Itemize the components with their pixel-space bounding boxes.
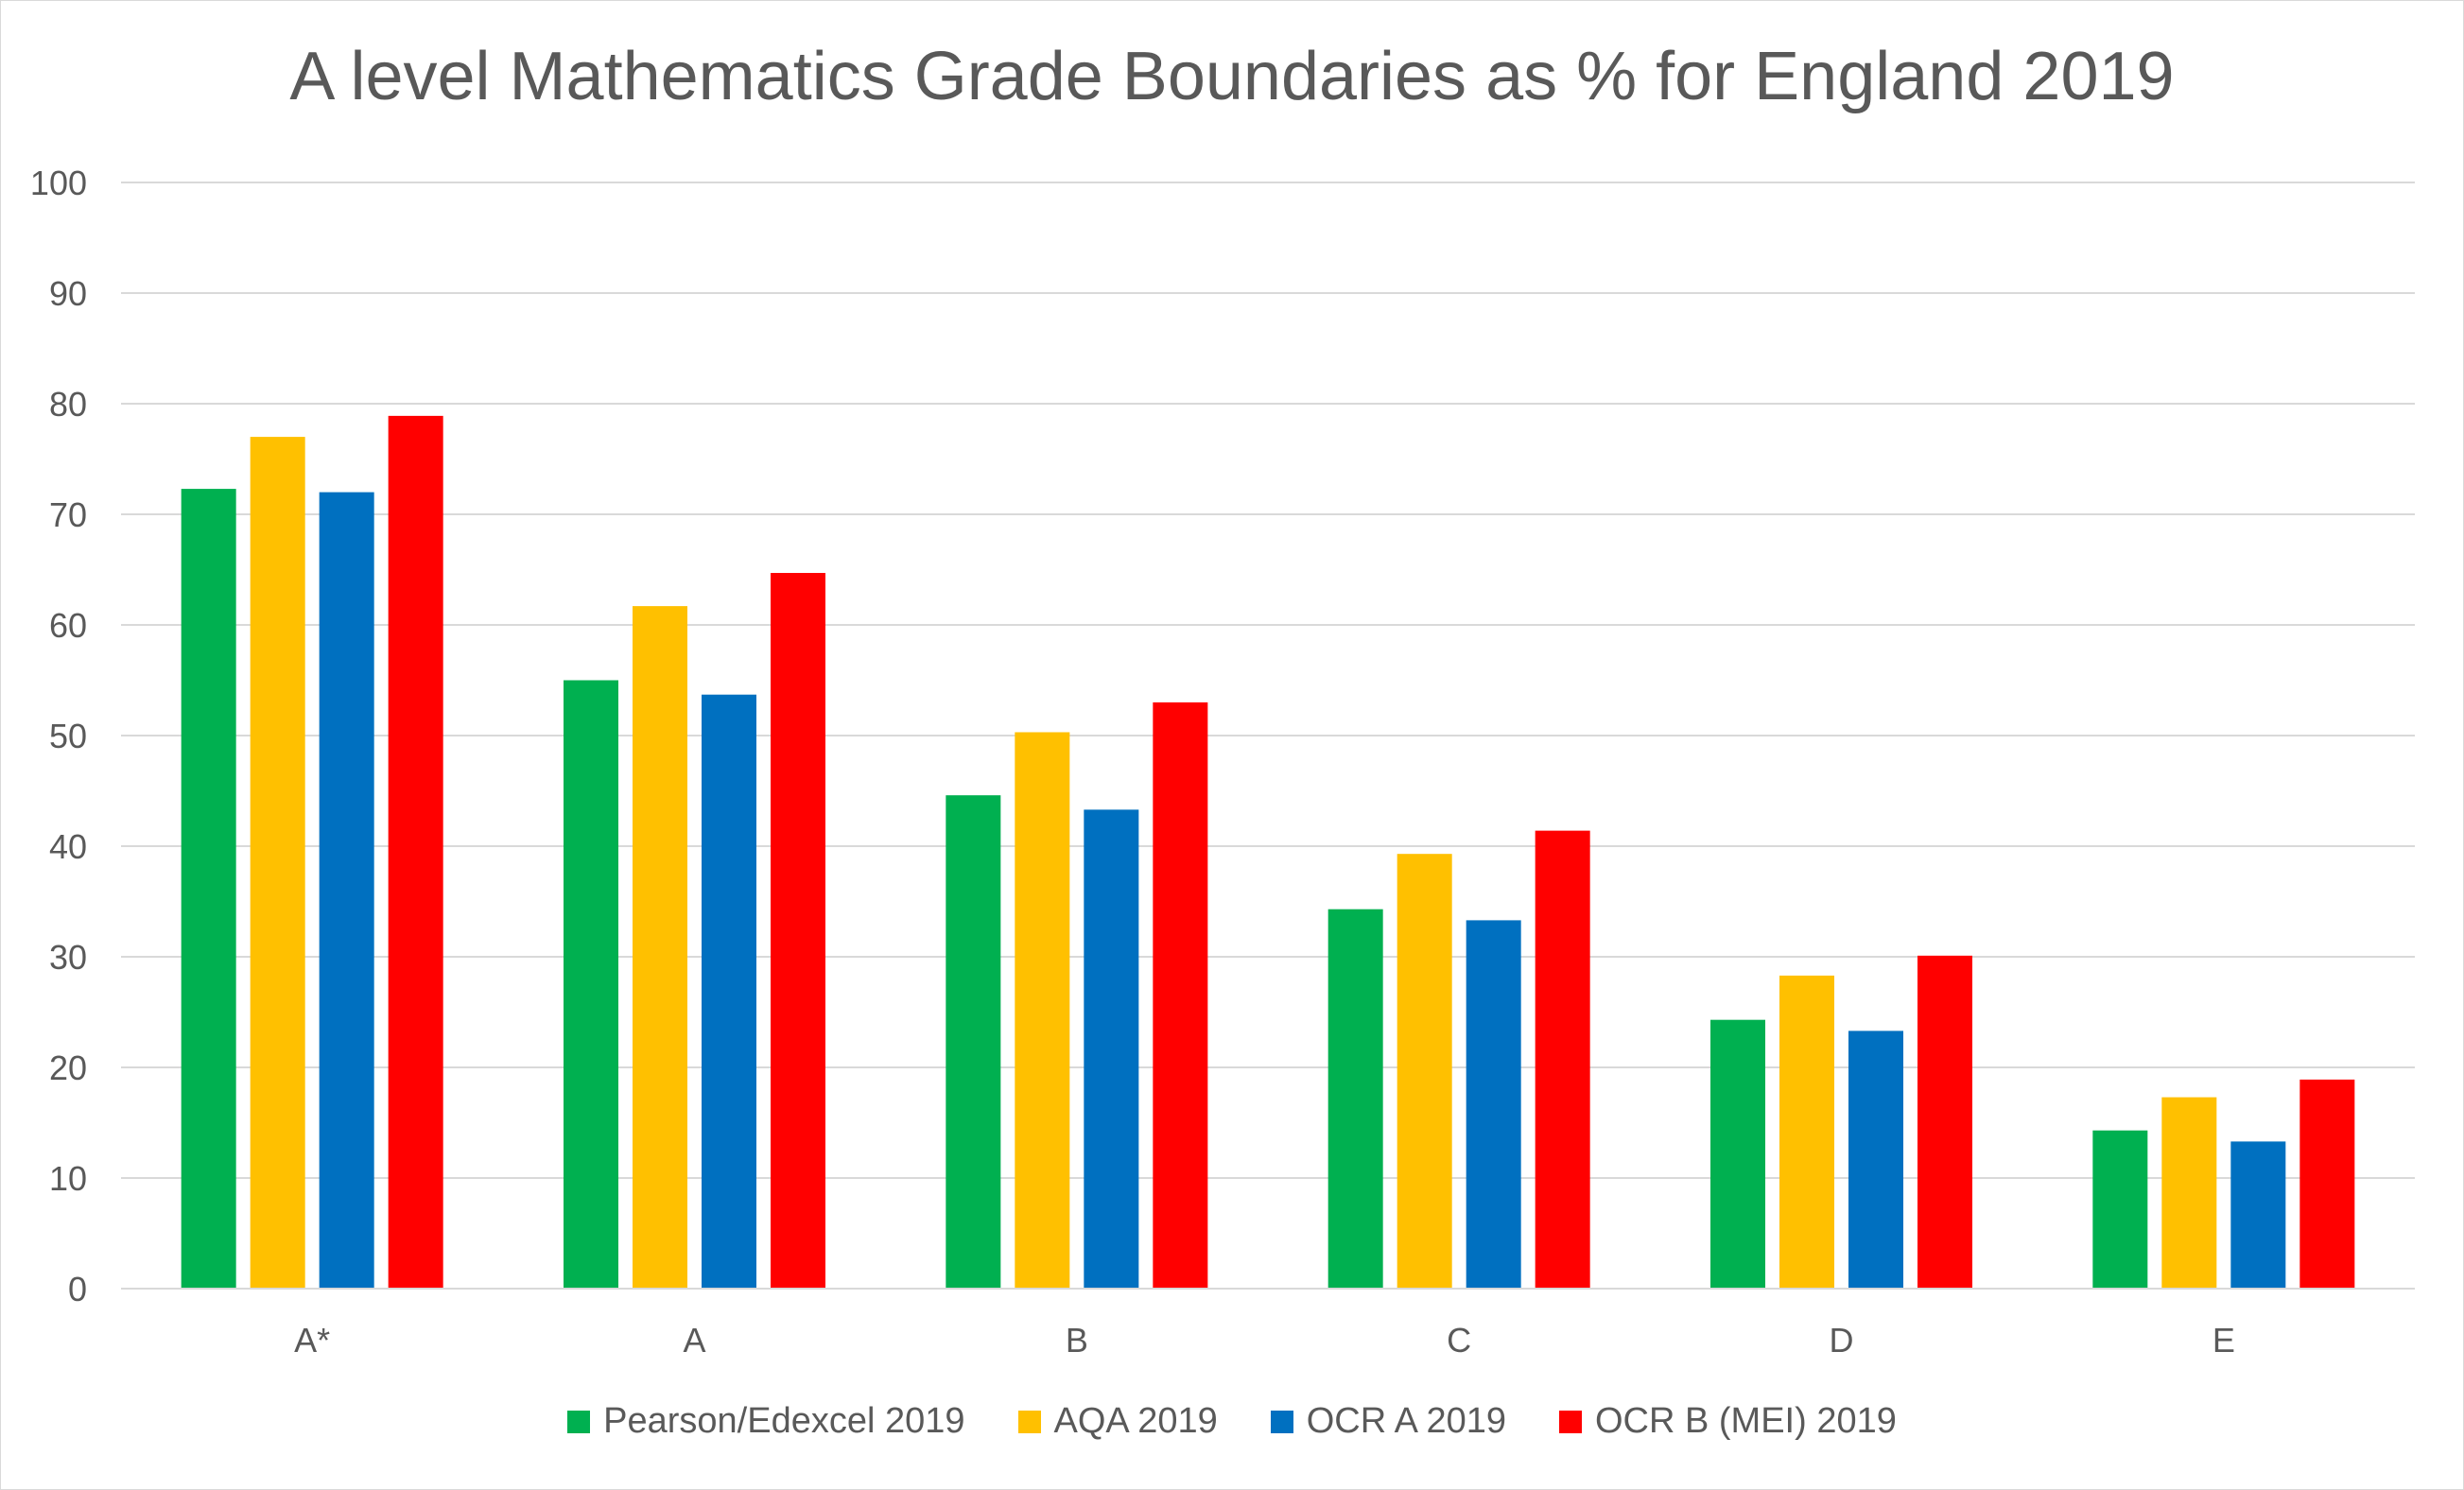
bar-ocr-a-2019-astar: [319, 492, 374, 1289]
bar-ocr-a-2019-d: [1848, 1031, 1903, 1289]
x-tick-label: E: [2212, 1321, 2235, 1360]
bar-aqa-2019-e: [2161, 1097, 2217, 1289]
y-tick-label: 70: [49, 495, 87, 534]
bar-pearson-edexcel-2019-b: [946, 795, 1001, 1289]
bar-ocr-a-2019-c: [1466, 920, 1521, 1289]
legend-item: OCR A 2019: [1270, 1401, 1506, 1442]
legend: Pearson/Edexcel 2019 AQA 2019 OCR A 2019 OC…: [0, 1401, 2464, 1442]
x-tick-label: A: [683, 1321, 705, 1360]
legend-swatch: [567, 1410, 591, 1433]
bar-pearson-edexcel-2019-e: [2092, 1130, 2148, 1289]
y-tick-label: 100: [30, 164, 87, 202]
y-tick-label: 40: [49, 827, 87, 866]
x-tick-label: D: [1830, 1321, 1854, 1360]
bar-ocr-a-2019-b: [1084, 809, 1139, 1289]
y-tick-label: 90: [49, 274, 87, 313]
x-tick-label: A*: [294, 1321, 330, 1360]
bar-aqa-2019-c: [1397, 854, 1452, 1289]
legend-item: AQA 2019: [1017, 1401, 1218, 1442]
bar-aqa-2019-astar: [250, 437, 305, 1290]
legend-label: Pearson/Edexcel 2019: [603, 1401, 965, 1441]
legend-swatch: [1017, 1410, 1041, 1433]
bar-pearson-edexcel-2019-astar: [181, 489, 236, 1289]
bar-ocr-b-mei-2019-a: [771, 573, 825, 1289]
y-tick-label: 60: [49, 606, 87, 645]
bar-aqa-2019-a: [633, 606, 687, 1289]
y-tick-label: 0: [68, 1270, 87, 1308]
bar-ocr-a-2019-e: [2230, 1141, 2286, 1289]
bar-aqa-2019-d: [1779, 975, 1834, 1289]
bar-ocr-a-2019-a: [702, 694, 756, 1289]
legend-label: AQA 2019: [1053, 1401, 1218, 1441]
y-tick-label: 80: [49, 385, 87, 424]
bar-ocr-b-mei-2019-e: [2299, 1079, 2355, 1289]
bar-pearson-edexcel-2019-c: [1327, 909, 1383, 1289]
legend-swatch: [1270, 1410, 1293, 1433]
y-tick-label: 10: [49, 1159, 87, 1198]
bar-pearson-edexcel-2019-a: [564, 680, 618, 1289]
bar-aqa-2019-b: [1015, 732, 1070, 1289]
bar-ocr-b-mei-2019-c: [1535, 830, 1590, 1289]
legend-label: OCR B (MEI) 2019: [1595, 1401, 1897, 1441]
bar-ocr-b-mei-2019-b: [1153, 702, 1208, 1289]
y-tick-label: 30: [49, 938, 87, 977]
y-tick-label: 20: [49, 1048, 87, 1087]
x-tick-label: C: [1447, 1321, 1471, 1360]
legend-swatch: [1559, 1410, 1582, 1433]
legend-label: OCR A 2019: [1306, 1401, 1506, 1441]
bar-ocr-b-mei-2019-astar: [388, 415, 443, 1289]
bar-ocr-b-mei-2019-d: [1917, 955, 1972, 1289]
legend-item: Pearson/Edexcel 2019: [567, 1401, 965, 1442]
chart-title: A level Mathematics Grade Boundaries as …: [289, 39, 2175, 114]
bar-pearson-edexcel-2019-d: [1710, 1019, 1765, 1289]
x-tick-label: B: [1066, 1321, 1088, 1360]
y-tick-label: 50: [49, 717, 87, 755]
legend-item: OCR B (MEI) 2019: [1559, 1401, 1897, 1442]
